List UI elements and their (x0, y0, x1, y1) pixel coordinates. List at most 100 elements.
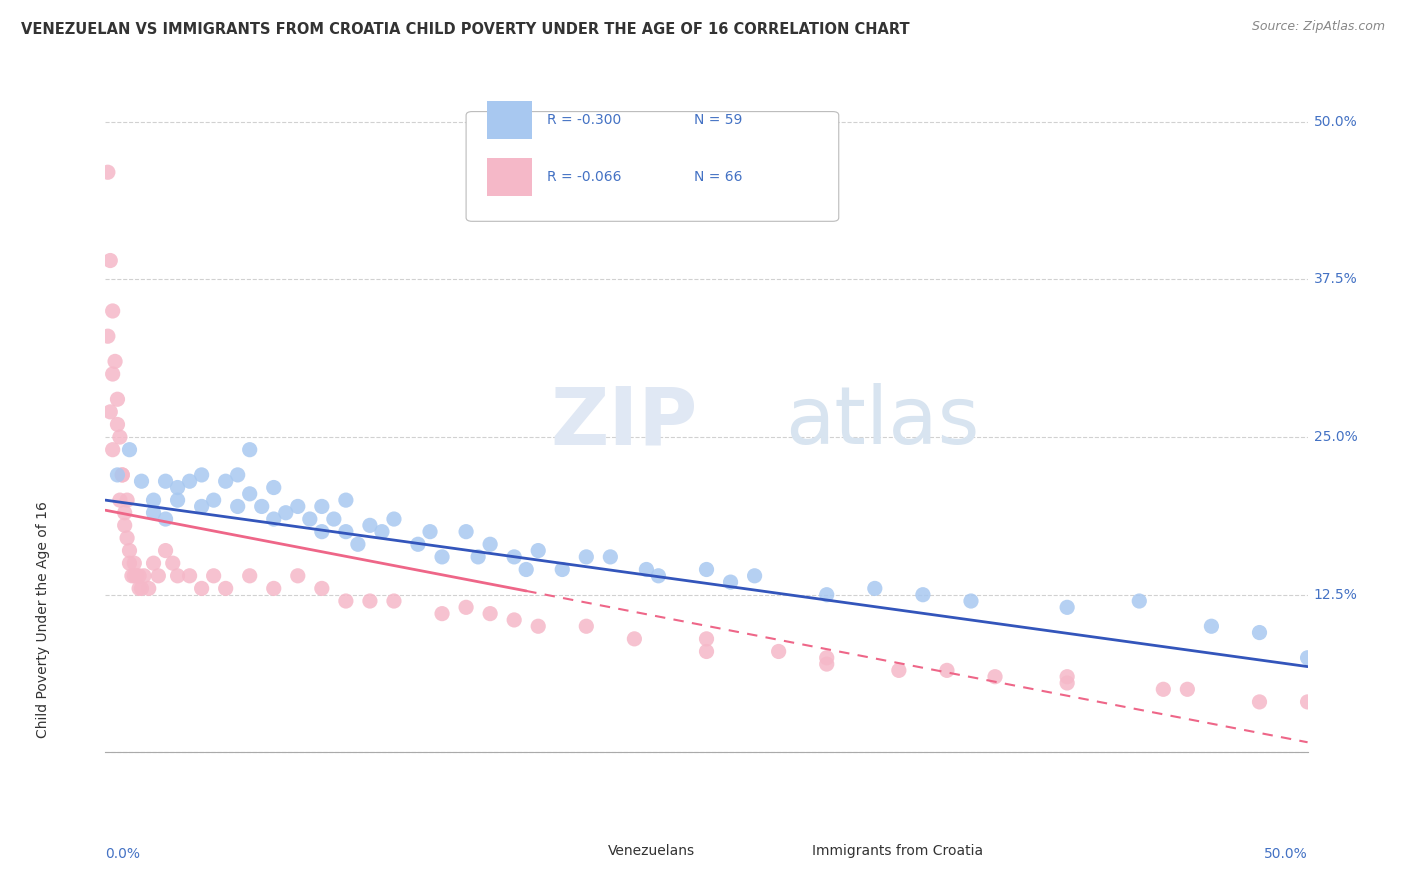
Point (454, 524, 477, 539)
Point (419, 524, 441, 539)
Point (179, 569, 201, 583)
Text: R = -0.300: R = -0.300 (547, 113, 621, 128)
Point (768, 644, 790, 658)
Point (720, 575, 742, 590)
Point (1175, 682, 1198, 697)
Point (263, 582, 285, 596)
Text: Venezuelans: Venezuelans (607, 844, 695, 858)
Point (382, 594, 405, 608)
Point (936, 664, 959, 678)
Point (575, 549, 598, 564)
Point (115, 531, 138, 545)
Point (696, 644, 718, 658)
Point (190, 467, 212, 482)
Point (97, 165, 120, 179)
Point (108, 430, 131, 444)
Text: R = -0.066: R = -0.066 (547, 169, 621, 184)
Point (166, 481, 188, 495)
Point (1056, 670, 1078, 684)
Point (359, 594, 381, 608)
Point (960, 594, 983, 608)
Text: 12.5%: 12.5% (1313, 588, 1357, 602)
Point (125, 569, 148, 583)
Point (311, 524, 333, 539)
Point (1201, 619, 1223, 633)
Point (142, 556, 165, 570)
Text: 50.0%: 50.0% (1313, 115, 1357, 128)
Point (114, 506, 136, 520)
Point (98, 253, 121, 268)
Point (527, 619, 550, 633)
Point (104, 354, 127, 368)
Text: N = 59: N = 59 (695, 113, 742, 128)
Point (515, 562, 537, 576)
Point (371, 524, 394, 539)
Point (155, 512, 177, 526)
Point (911, 588, 934, 602)
Point (503, 549, 526, 564)
Text: atlas: atlas (785, 384, 979, 461)
Text: VENEZUELAN VS IMMIGRANTS FROM CROATIA CHILD POVERTY UNDER THE AGE OF 16 CORRELAT: VENEZUELAN VS IMMIGRANTS FROM CROATIA CH… (21, 22, 910, 37)
Text: N = 66: N = 66 (695, 169, 742, 184)
Point (347, 537, 370, 551)
Point (142, 493, 165, 508)
Point (148, 569, 170, 583)
Point (430, 607, 453, 621)
Point (335, 493, 357, 508)
Point (190, 582, 212, 596)
Point (1296, 695, 1319, 709)
Point (250, 500, 273, 514)
Point (190, 500, 212, 514)
Point (214, 582, 236, 596)
Point (815, 650, 838, 665)
Point (527, 543, 550, 558)
Point (98, 405, 121, 419)
Point (97, 329, 120, 343)
Point (101, 442, 124, 457)
Point (114, 518, 136, 533)
Point (1056, 676, 1078, 690)
Point (287, 500, 309, 514)
Point (202, 569, 225, 583)
Point (101, 367, 124, 381)
Point (287, 569, 309, 583)
Text: Child Poverty Under the Age of 16: Child Poverty Under the Age of 16 (37, 501, 51, 739)
Point (406, 537, 429, 551)
Point (1152, 682, 1174, 697)
Point (124, 556, 146, 570)
Point (263, 481, 285, 495)
Point (155, 474, 177, 488)
Bar (486, 158, 533, 195)
Text: 25.0%: 25.0% (1313, 430, 1357, 444)
Point (166, 569, 188, 583)
Point (322, 512, 344, 526)
Point (744, 569, 766, 583)
Point (1249, 625, 1271, 640)
Point (107, 417, 129, 432)
Text: ZIP: ZIP (550, 384, 697, 461)
Point (1296, 650, 1319, 665)
Point (118, 556, 141, 570)
Point (359, 518, 381, 533)
FancyBboxPatch shape (465, 112, 839, 221)
Point (131, 474, 153, 488)
Point (274, 506, 297, 520)
Point (239, 487, 262, 501)
Point (298, 512, 321, 526)
Point (479, 537, 502, 551)
Point (623, 632, 645, 646)
Bar (766, 838, 803, 865)
Point (226, 467, 249, 482)
Point (108, 493, 131, 508)
Point (179, 474, 201, 488)
Point (1128, 594, 1150, 608)
Point (107, 467, 129, 482)
Text: 0.0%: 0.0% (105, 847, 141, 861)
Point (226, 500, 249, 514)
Point (696, 562, 718, 576)
Text: 50.0%: 50.0% (1264, 847, 1308, 861)
Point (128, 582, 150, 596)
Point (107, 392, 129, 407)
Point (101, 304, 124, 318)
Point (138, 582, 160, 596)
